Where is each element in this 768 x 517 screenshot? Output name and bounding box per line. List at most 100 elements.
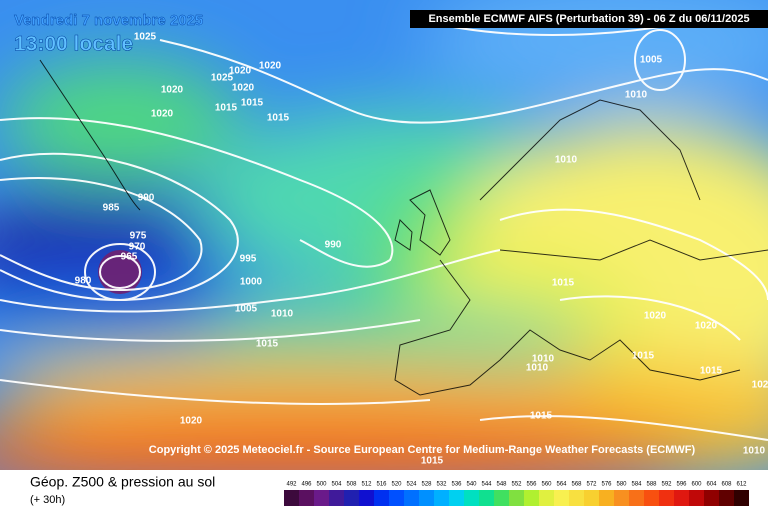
legend-label: 508 xyxy=(346,482,357,488)
local-time: 13:00 locale xyxy=(14,33,133,56)
isobar-label: 1015 xyxy=(530,411,553,422)
legend-swatch xyxy=(704,490,719,506)
isobar-label: 1010 xyxy=(625,90,648,101)
isobar-label: 1025 xyxy=(134,32,157,43)
isobar-label: 1010 xyxy=(743,446,766,457)
legend-label: 592 xyxy=(661,482,672,488)
legend-swatch xyxy=(509,490,524,506)
legend-swatch xyxy=(359,490,374,506)
legend-swatch xyxy=(374,490,389,506)
legend-label: 524 xyxy=(406,482,417,488)
isobar-label: 1020 xyxy=(232,83,255,94)
lead-time: (+ 30h) xyxy=(30,494,65,506)
legend-swatch xyxy=(734,490,749,506)
legend-swatch xyxy=(689,490,704,506)
isobar-label: 1010 xyxy=(555,155,578,166)
legend-label: 576 xyxy=(601,482,612,488)
isobar-label: 1000 xyxy=(240,277,263,288)
legend-label: 528 xyxy=(421,482,432,488)
legend-label: 580 xyxy=(616,482,627,488)
legend-label: 504 xyxy=(331,482,342,488)
legend-label: 588 xyxy=(646,482,657,488)
isobar-label: 1020 xyxy=(259,61,282,72)
legend-label: 608 xyxy=(721,482,732,488)
run-banner xyxy=(410,10,768,28)
legend-swatch xyxy=(539,490,554,506)
legend-label: 604 xyxy=(706,482,717,488)
isobar-label: 1020 xyxy=(695,321,718,332)
legend-label: 556 xyxy=(526,482,537,488)
isobar-label: 1005 xyxy=(640,55,663,66)
legend-swatch xyxy=(719,490,734,506)
legend-label: 552 xyxy=(511,482,522,488)
footer-title: Géop. Z500 & pression au sol xyxy=(30,474,215,490)
legend-swatch xyxy=(434,490,449,506)
isobar-label: 1025 xyxy=(211,73,234,84)
legend-label: 572 xyxy=(586,482,597,488)
legend-swatch xyxy=(554,490,569,506)
isobar-label: 965 xyxy=(121,252,138,263)
legend-label: 492 xyxy=(286,482,297,488)
isobar-label: 1020 xyxy=(180,416,203,427)
legend-swatch xyxy=(599,490,614,506)
legend-label: 568 xyxy=(571,482,582,488)
isobar-label: 970 xyxy=(129,242,146,253)
isobar-label: 1020 xyxy=(229,66,252,77)
isobar-label: 995 xyxy=(240,254,257,265)
forecast-date: Vendredi 7 novembre 2025 xyxy=(14,12,203,29)
legend-swatch xyxy=(614,490,629,506)
isobar-label: 975 xyxy=(130,231,147,242)
isobar-label: 1015 xyxy=(256,339,279,350)
legend-swatch xyxy=(674,490,689,506)
legend-swatch xyxy=(314,490,329,506)
isobar-label: 1015 xyxy=(241,98,264,109)
isobar-label: 1005 xyxy=(235,304,258,315)
legend-label: 544 xyxy=(481,482,492,488)
legend-swatch xyxy=(284,490,299,506)
isobar-label: 1020 xyxy=(644,311,667,322)
legend-label: 560 xyxy=(541,482,552,488)
legend-label: 596 xyxy=(676,482,687,488)
legend-swatch xyxy=(644,490,659,506)
legend-swatch xyxy=(524,490,539,506)
legend-label: 516 xyxy=(376,482,387,488)
legend-swatch xyxy=(344,490,359,506)
legend-swatch xyxy=(449,490,464,506)
legend-swatch xyxy=(329,490,344,506)
legend-label: 532 xyxy=(436,482,447,488)
legend-swatch xyxy=(659,490,674,506)
legend-swatch xyxy=(569,490,584,506)
legend-label: 512 xyxy=(361,482,372,488)
isobar-label: 1010 xyxy=(532,354,555,365)
run-info: Ensemble ECMWF AIFS (Perturbation 39) - … xyxy=(428,13,749,25)
isobar-label: 1020 xyxy=(151,109,174,120)
legend-label: 584 xyxy=(631,482,642,488)
isobar-label: 1010 xyxy=(271,309,294,320)
legend-label: 564 xyxy=(556,482,567,488)
copyright: Copyright © 2025 Meteociel.fr - Source E… xyxy=(149,444,696,456)
legend-swatch xyxy=(299,490,314,506)
legend-swatch xyxy=(494,490,509,506)
legend-swatch xyxy=(419,490,434,506)
isobar-label: 1010 xyxy=(526,363,549,374)
isobar-label: 1015 xyxy=(700,366,723,377)
isobar-label: 990 xyxy=(138,193,155,204)
legend-label: 548 xyxy=(496,482,507,488)
legend-swatch xyxy=(404,490,419,506)
isobar-label: 1015 xyxy=(632,351,655,362)
legend-label: 496 xyxy=(301,482,312,488)
legend-label: 540 xyxy=(466,482,477,488)
isobar-label: 1020 xyxy=(161,85,184,96)
legend-swatch xyxy=(584,490,599,506)
legend-label: 536 xyxy=(451,482,462,488)
legend-swatch xyxy=(629,490,644,506)
legend-label: 520 xyxy=(391,482,402,488)
isobar-label: 990 xyxy=(325,240,342,251)
isobar-label: 985 xyxy=(103,203,120,214)
isobar-label: 1015 xyxy=(267,113,290,124)
isobar-label: 1015 xyxy=(552,278,575,289)
isobar-label: 102 xyxy=(752,380,768,391)
